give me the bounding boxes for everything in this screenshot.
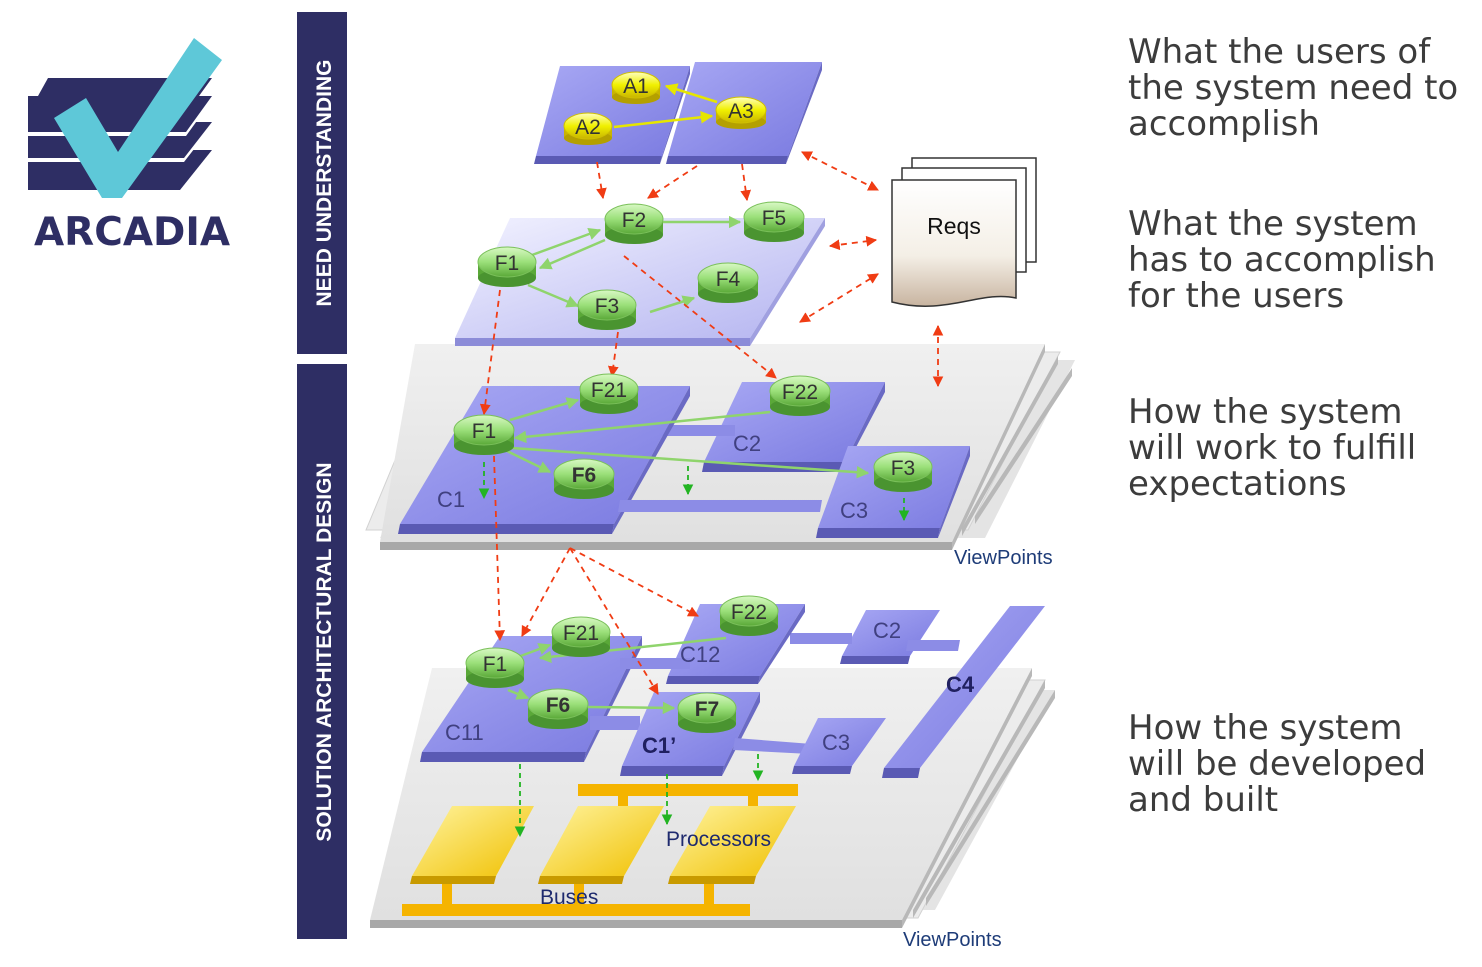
buses-label: Buses [540,886,598,909]
activity-a3: A3 [715,96,767,129]
physical-c2-label: C2 [873,618,901,643]
physical-function-f7: F7 [677,692,737,733]
arcadia-logo: ARCADIA [28,38,230,255]
system-function-f4: F4 [697,262,759,303]
logical-function-f22: F22 [769,375,831,416]
svg-text:F21: F21 [591,379,627,402]
system-function-f5: F5 [743,201,805,242]
physical-c11-label: C11 [445,720,484,745]
functional-exchanges [504,215,870,715]
logo-text: ARCADIA [34,210,230,255]
physical-c1prime-label: C1’ [642,733,676,758]
svg-text:A2: A2 [575,116,601,139]
logical-function-f3: F3 [873,451,933,492]
system-function-f3: F3 [577,289,637,330]
svg-text:F6: F6 [572,464,597,487]
svg-text:F3: F3 [595,295,620,318]
logical-c1-label: C1 [437,487,465,512]
logical-c3-label: C3 [840,498,868,523]
hardware [402,784,798,916]
description-operational: What the users of the system need to acc… [1128,32,1459,144]
physical-function-f1: F1 [465,647,525,688]
logical-function-f21: F21 [579,373,639,414]
logical-c2-label: C2 [733,431,761,456]
logical-function-f1: F1 [453,414,515,455]
physical-components [420,604,1045,778]
description-physical: How the system will be developed and bui… [1128,708,1427,820]
physical-c3-label: C3 [822,730,850,755]
svg-text:F2: F2 [622,209,647,232]
svg-text:F22: F22 [782,381,818,404]
svg-text:A1: A1 [623,75,649,98]
svg-text:F1: F1 [472,420,497,443]
processors-label: Processors [666,828,771,851]
logical-function-f6: F6 [553,458,615,499]
svg-text:F1: F1 [495,252,520,275]
reqs-label: Reqs [927,213,981,239]
svg-text:F7: F7 [695,698,720,721]
description-system: What the system has to accomplish for th… [1128,204,1436,316]
band-need-understanding [297,12,347,354]
svg-text:F6: F6 [546,694,571,717]
description-logical: How the system will work to fulfill expe… [1128,392,1417,504]
svg-text:F3: F3 [891,457,916,480]
band-label-need: NEED UNDERSTANDING [313,60,336,307]
logical-viewpoints-label: ViewPoints [954,547,1053,569]
band-solution-design [297,364,347,939]
svg-text:F22: F22 [731,601,767,624]
band-label-solution: SOLUTION ARCHITECTURAL DESIGN [313,462,336,841]
physical-viewpoints-label: ViewPoints [903,929,1002,951]
activity-a1: A1 [611,71,661,104]
svg-text:F4: F4 [716,268,741,291]
physical-function-f6: F6 [527,688,589,729]
svg-text:F1: F1 [483,653,508,676]
allocation-arrows [478,462,910,838]
physical-c12-label: C12 [680,642,720,667]
physical-function-f22: F22 [719,595,779,636]
physical-c4-label: C4 [946,672,975,697]
svg-text:A3: A3 [728,100,754,123]
requirements-document: Reqs [891,157,1037,307]
system-function-f2: F2 [604,203,664,244]
svg-text:F5: F5 [762,207,787,230]
activity-exchanges [613,83,718,129]
svg-text:F21: F21 [563,622,599,645]
trace-arrows [479,151,944,695]
physical-function-f21: F21 [551,616,611,657]
operational-layer [534,62,822,164]
activity-a2: A2 [563,112,613,145]
system-function-f1: F1 [477,246,537,287]
